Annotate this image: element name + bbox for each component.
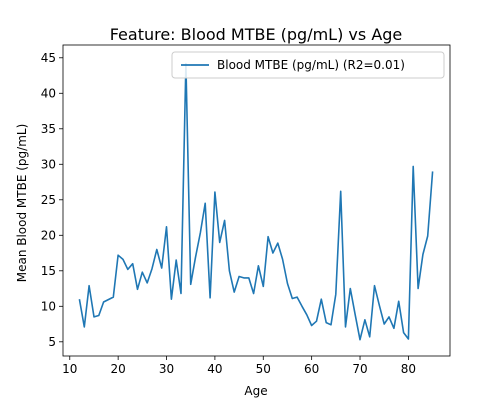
y-tick-label: 35 [41, 122, 56, 136]
y-axis-label: Mean Blood MTBE (pg/mL) [15, 124, 29, 283]
legend-box [171, 51, 445, 79]
x-tick-label: 10 [62, 362, 77, 376]
x-axis-label: Age [244, 384, 267, 398]
series-line [78, 62, 434, 341]
y-tick-label: 15 [41, 264, 56, 278]
legend-label: Blood MTBE (pg/mL) (R2=0.01) [217, 58, 405, 72]
y-tick-label: 20 [41, 228, 56, 242]
axes-frame [62, 44, 451, 357]
x-tick-label: 80 [401, 362, 416, 376]
plot-area: 10 20 30 40 50 60 70 80 5 10 15 20 25 30 35 40 45 Blood M… [41, 44, 451, 376]
x-tick-label: 60 [304, 362, 319, 376]
y-tick-label: 45 [41, 51, 56, 65]
x-tick-label: 50 [256, 362, 271, 376]
chart-title: Feature: Blood MTBE (pg/mL) vs Age [110, 25, 403, 44]
y-tick-label: 10 [41, 299, 56, 313]
y-tick-label: 5 [48, 335, 56, 349]
x-tick-label: 40 [207, 362, 222, 376]
x-tick-label: 70 [352, 362, 367, 376]
x-tick-label: 20 [111, 362, 126, 376]
y-tick-label: 40 [41, 86, 56, 100]
y-tick-label: 25 [41, 193, 56, 207]
x-tick-label: 30 [159, 362, 174, 376]
y-tick-label: 30 [41, 157, 56, 171]
